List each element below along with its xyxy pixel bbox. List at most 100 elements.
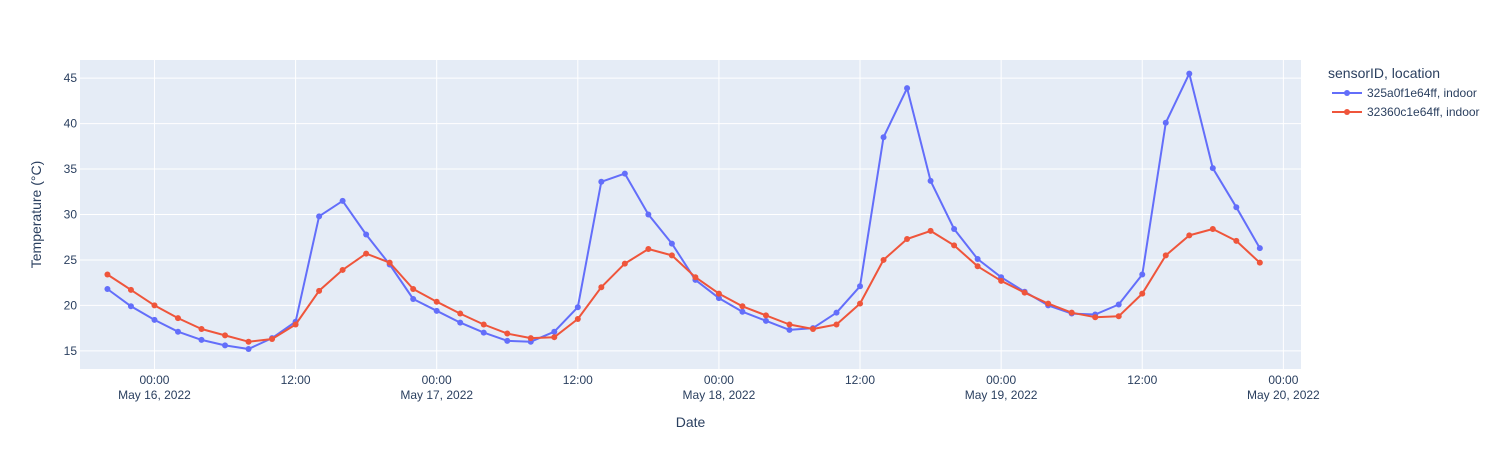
- data-point: [1233, 204, 1240, 211]
- data-point: [739, 308, 746, 315]
- data-point: [174, 328, 181, 335]
- data-point: [598, 178, 605, 185]
- data-point: [668, 240, 675, 247]
- x-tick-label: 12:00: [563, 373, 593, 387]
- data-point: [292, 321, 299, 328]
- data-point: [339, 197, 346, 204]
- data-point: [1139, 271, 1146, 278]
- data-point: [857, 283, 864, 290]
- y-tick-label: 20: [64, 298, 78, 312]
- data-point: [904, 236, 911, 243]
- data-point: [127, 286, 134, 293]
- data-point: [127, 303, 134, 310]
- data-point: [480, 321, 487, 328]
- legend-title: sensorID, location: [1328, 65, 1440, 81]
- x-tick-date-label: May 18, 2022: [683, 388, 756, 402]
- data-point: [151, 302, 158, 309]
- legend-items[interactable]: 325a0f1e64ff, indoor 32360c1e64ff, indoor: [1332, 86, 1480, 119]
- data-point: [715, 295, 722, 302]
- data-point: [433, 307, 440, 314]
- data-point: [621, 260, 628, 267]
- x-tick-label: 12:00: [845, 373, 875, 387]
- data-point: [104, 271, 111, 278]
- data-point: [951, 242, 958, 249]
- y-tick-label: 40: [64, 117, 78, 131]
- data-point: [104, 286, 111, 293]
- data-point: [1045, 300, 1052, 307]
- data-point: [645, 211, 652, 218]
- data-point: [715, 290, 722, 297]
- x-tick-date-label: May 19, 2022: [965, 388, 1038, 402]
- y-axis-ticks: 15 20 25 30 35 40 45: [64, 71, 78, 358]
- data-point: [880, 134, 887, 141]
- data-point: [386, 259, 393, 266]
- x-tick-label: 00:00: [986, 373, 1016, 387]
- x-tick-label: 00:00: [704, 373, 734, 387]
- y-tick-label: 25: [64, 253, 78, 267]
- data-point: [504, 330, 511, 337]
- data-point: [269, 336, 276, 343]
- data-point: [222, 342, 229, 349]
- x-tick-label: 12:00: [281, 373, 311, 387]
- data-point: [410, 296, 417, 303]
- data-point: [762, 312, 769, 319]
- y-tick-label: 45: [64, 71, 78, 85]
- legend-marker: [1344, 109, 1350, 115]
- data-point: [833, 309, 840, 316]
- data-point: [1092, 314, 1099, 321]
- data-point: [1186, 232, 1193, 239]
- data-point: [410, 286, 417, 293]
- x-tick-date-label: May 20, 2022: [1247, 388, 1320, 402]
- data-point: [457, 310, 464, 317]
- data-point: [316, 287, 323, 294]
- legend-label: 32360c1e64ff, indoor: [1367, 105, 1480, 119]
- legend-marker: [1344, 90, 1350, 96]
- y-axis-title: Temperature (°C): [28, 161, 44, 269]
- data-point: [222, 332, 229, 339]
- data-point: [951, 226, 958, 233]
- data-point: [363, 250, 370, 257]
- data-point: [1186, 70, 1193, 77]
- series-layer: [104, 70, 1263, 353]
- data-point: [174, 315, 181, 322]
- data-point: [927, 177, 934, 184]
- data-point: [645, 246, 652, 253]
- data-point: [316, 213, 323, 220]
- data-point: [1256, 245, 1263, 252]
- data-point: [880, 256, 887, 263]
- data-point: [692, 274, 699, 281]
- data-point: [904, 85, 911, 92]
- data-point: [198, 336, 205, 343]
- x-tick-label: 12:00: [1127, 373, 1157, 387]
- legend-item[interactable]: 32360c1e64ff, indoor: [1332, 105, 1480, 119]
- x-tick-date-label: May 17, 2022: [400, 388, 473, 402]
- x-tick-label: 00:00: [139, 373, 169, 387]
- data-point: [551, 328, 558, 335]
- data-point: [339, 266, 346, 273]
- data-point: [598, 284, 605, 291]
- data-point: [1068, 309, 1075, 316]
- data-point: [974, 256, 981, 263]
- legend-label: 325a0f1e64ff, indoor: [1367, 86, 1477, 100]
- data-point: [1139, 290, 1146, 297]
- data-point: [1162, 252, 1169, 259]
- legend-item[interactable]: 325a0f1e64ff, indoor: [1332, 86, 1477, 100]
- data-point: [574, 316, 581, 323]
- data-point: [1233, 237, 1240, 244]
- data-point: [480, 329, 487, 336]
- data-point: [527, 335, 534, 342]
- data-point: [198, 326, 205, 333]
- data-point: [504, 337, 511, 344]
- data-point: [574, 304, 581, 311]
- legend[interactable]: sensorID, location 325a0f1e64ff, indoor3…: [1328, 65, 1480, 119]
- data-point: [974, 263, 981, 270]
- data-point: [363, 231, 370, 238]
- data-point: [927, 227, 934, 234]
- data-point: [1209, 226, 1216, 233]
- series-line: [106, 228, 1261, 343]
- data-point: [245, 338, 252, 345]
- x-axis-title: Date: [676, 414, 706, 430]
